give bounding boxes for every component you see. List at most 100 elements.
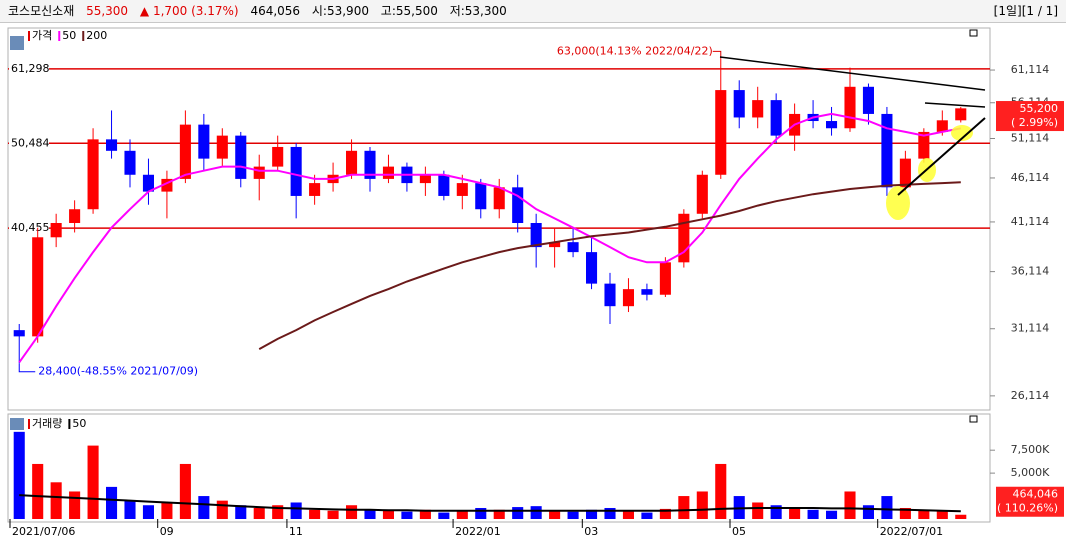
level-label-bg <box>9 221 49 235</box>
volume-bar <box>419 509 431 519</box>
candle-body <box>272 146 284 167</box>
candle-body <box>899 158 911 188</box>
volume-bar <box>493 509 505 519</box>
legend-swatch <box>28 419 30 429</box>
x-tick-label: 2021/07/06 <box>12 525 75 538</box>
x-tick-label: 09 <box>160 525 174 538</box>
candle-body <box>715 90 727 175</box>
volume-moving-average <box>19 494 961 513</box>
candle-body <box>50 223 62 238</box>
y-tick-label: 51,114 <box>1011 132 1050 145</box>
candle-body <box>604 283 616 307</box>
last-price-box <box>996 101 1064 132</box>
candle-body <box>955 108 967 121</box>
volume-bar <box>807 509 819 519</box>
volume-bar <box>659 508 671 519</box>
volume-bar <box>124 500 136 519</box>
candle-body <box>106 139 118 151</box>
x-tick-label: 11 <box>289 525 303 538</box>
y-tick-label: 41,114 <box>1011 215 1050 228</box>
trend-line <box>719 56 986 91</box>
stock-name: 코스모신소재 <box>8 4 75 18</box>
volume: 464,056 <box>250 4 301 18</box>
candle-body <box>567 242 579 253</box>
volume-bar <box>401 511 413 519</box>
candle-body <box>622 289 634 307</box>
volume-bar <box>142 505 154 519</box>
candle-body <box>530 223 542 248</box>
candle-body <box>512 187 524 224</box>
volume-bar <box>549 510 561 519</box>
volume-bar <box>678 496 690 519</box>
moving-average <box>18 112 961 363</box>
volume-bar <box>50 482 62 519</box>
y-tick-label: 26,114 <box>1011 389 1050 402</box>
volume-bar <box>290 502 302 519</box>
level-label-bg <box>9 61 49 75</box>
legend-label: 거래량 <box>32 417 62 430</box>
drawn-annotations <box>719 56 986 220</box>
last-volume: 464,046 <box>1013 488 1059 501</box>
candle-body <box>235 135 247 179</box>
low-annotation: 28,400(-48.55% 2021/07/09) <box>38 365 198 378</box>
moving-average <box>258 181 961 350</box>
candle-body <box>32 237 44 337</box>
candle-body <box>862 86 874 114</box>
highlight <box>951 125 973 141</box>
highlight <box>886 186 910 220</box>
volume-bar <box>604 507 616 519</box>
candle-body <box>881 113 893 188</box>
candle-body <box>456 183 468 196</box>
x-tick-label: 05 <box>732 525 746 538</box>
chart: 61,11456,11451,11446,11441,11436,11431,1… <box>7 27 1064 538</box>
change: ▲ 1,700 (3.17%) <box>139 4 239 18</box>
candle-body <box>752 100 764 118</box>
volume-bar <box>346 505 358 519</box>
volume-bar <box>622 510 634 519</box>
volume-bar <box>179 463 191 519</box>
low-marker <box>18 363 36 373</box>
volume-bar <box>198 496 210 519</box>
trend-line <box>924 102 986 108</box>
panel-button[interactable] <box>969 29 978 37</box>
high-annotation: 63,000(14.13% 2022/04/22) <box>557 44 713 57</box>
candle-body <box>69 209 81 224</box>
price: 55,300 <box>86 4 129 18</box>
volume-bar <box>752 502 764 519</box>
candle-body <box>161 178 173 192</box>
panel-icon[interactable] <box>10 36 24 50</box>
legend-label: 50 <box>72 417 86 430</box>
volume-bar <box>327 510 339 519</box>
volume-bar <box>936 510 948 519</box>
volume-bar <box>715 463 727 519</box>
candle-body <box>659 262 671 295</box>
y-tick-label: 36,114 <box>1011 265 1050 278</box>
x-tick-label: 2022/07/01 <box>880 525 943 538</box>
open: 시:53,900 <box>311 4 369 18</box>
period[interactable]: [1일][1 / 1] <box>993 4 1058 18</box>
volume-bar <box>456 510 468 519</box>
candle-body <box>179 124 191 179</box>
volume-bar <box>567 511 579 519</box>
candle-body <box>641 289 653 295</box>
volume-bar <box>87 445 99 519</box>
panel-icon[interactable] <box>10 418 24 430</box>
trend-line <box>897 117 986 196</box>
top-bar: 코스모신소재 55,300 ▲ 1,700 (3.17%) 464,056 시:… <box>0 0 1066 23</box>
candle-body <box>419 174 431 184</box>
panel-button[interactable] <box>969 415 978 423</box>
volume-bar <box>918 509 930 519</box>
volume-bar <box>382 510 394 519</box>
candle-body <box>13 330 25 337</box>
candle-body <box>142 174 154 192</box>
candle-body <box>475 183 487 210</box>
volume-bar <box>586 509 598 519</box>
volume-bar <box>826 510 838 519</box>
volume-bar <box>216 500 228 519</box>
price-panel <box>7 27 991 411</box>
candle-body <box>733 90 745 118</box>
volume-bar <box>364 509 376 519</box>
volume-bar <box>235 505 247 519</box>
legend-label: 50 <box>62 29 76 42</box>
candle-body <box>309 183 321 196</box>
